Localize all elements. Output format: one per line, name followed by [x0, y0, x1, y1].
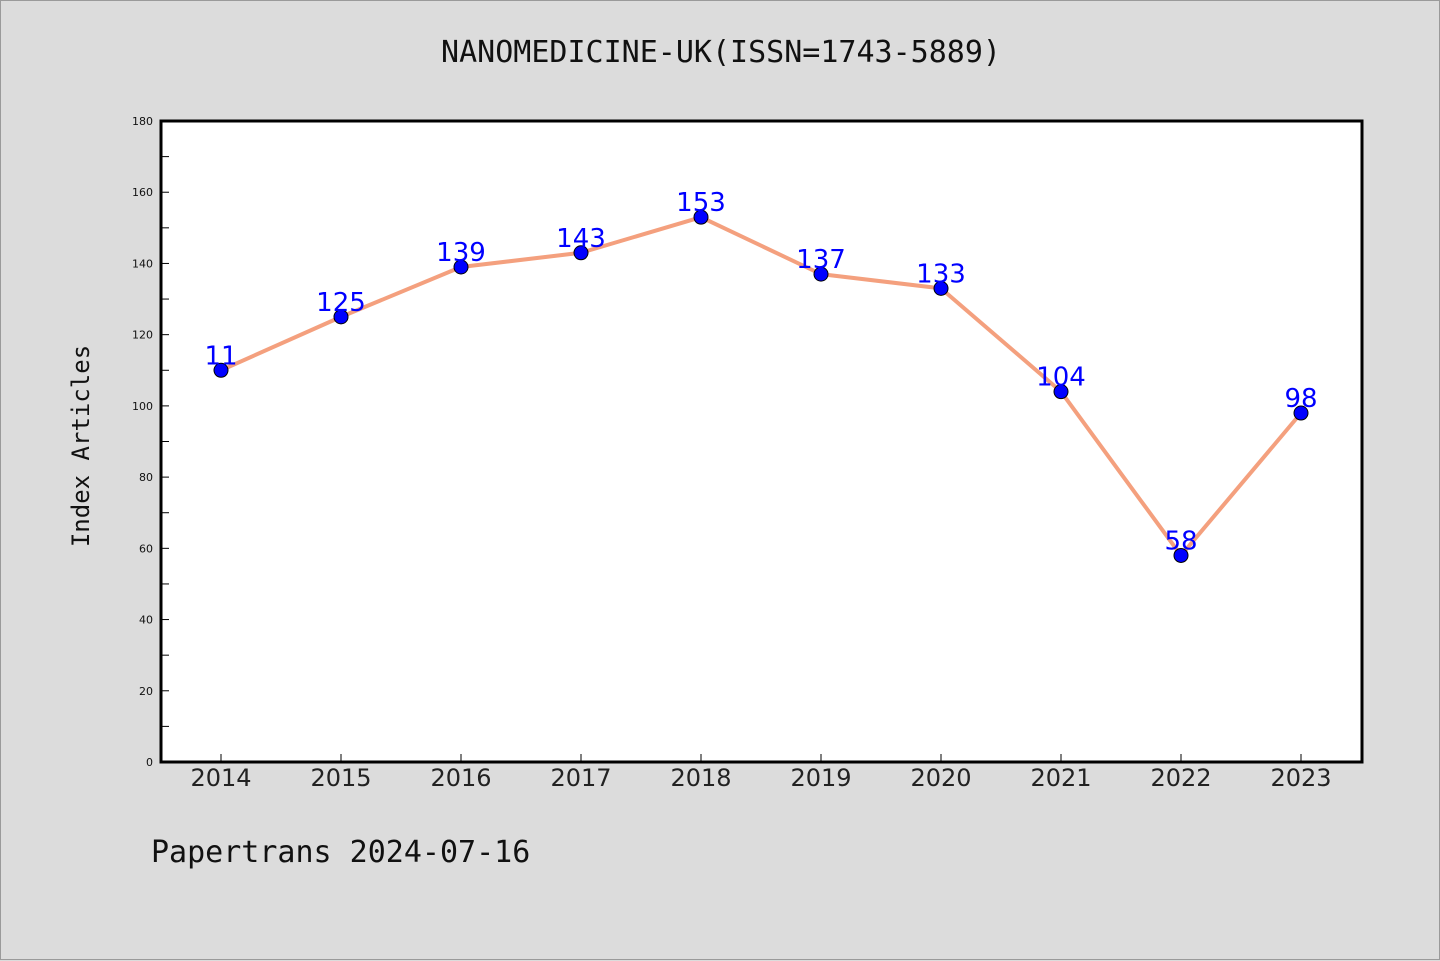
y-tick-label: 180: [132, 115, 153, 128]
x-tick-label: 2015: [310, 764, 371, 792]
x-tick-label: 2016: [430, 764, 491, 792]
y-tick-label: 80: [139, 471, 153, 484]
y-tick-label: 40: [139, 614, 153, 627]
x-tick-label: 2019: [790, 764, 851, 792]
y-tick-label: 100: [132, 400, 153, 413]
data-label: 125: [316, 288, 366, 318]
data-point: [453, 259, 469, 275]
data-point: [1173, 547, 1189, 563]
y-tick-label: 0: [146, 756, 153, 769]
data-point: [213, 362, 229, 378]
x-tick-label: 2022: [1150, 764, 1211, 792]
chart-title: NANOMEDICINE-UK(ISSN=1743-5889): [441, 35, 1001, 70]
data-label: 153: [676, 188, 726, 218]
x-tick-label: 2020: [910, 764, 971, 792]
y-tick-label: 120: [132, 329, 153, 342]
y-tick-label: 20: [139, 685, 153, 698]
x-tick-label: 2018: [670, 764, 731, 792]
data-label: 104: [1036, 363, 1086, 393]
data-point: [933, 280, 949, 296]
data-point: [1053, 384, 1069, 400]
data-point: [1293, 405, 1309, 421]
data-label: 98: [1284, 384, 1317, 414]
data-label: 58: [1164, 526, 1197, 556]
series-line: [220, 215, 1303, 558]
data-label: 11: [204, 341, 237, 371]
footer-note: Papertrans 2024-07-16: [151, 835, 531, 870]
x-tick-label: 2017: [550, 764, 611, 792]
x-tick-label: 2023: [1270, 764, 1331, 792]
y-tick-label: 160: [132, 186, 153, 199]
data-point: [333, 309, 349, 325]
plot-frame: [159, 119, 1364, 764]
y-tick-label: 60: [139, 542, 153, 555]
data-label: 143: [556, 224, 606, 254]
x-tick-label: 2014: [190, 764, 251, 792]
data-label: 139: [436, 238, 486, 268]
y-tick-label: 140: [132, 257, 153, 270]
data-point: [573, 245, 589, 261]
data-label: 133: [916, 259, 966, 289]
x-tick-label: 2021: [1030, 764, 1091, 792]
data-point: [693, 209, 709, 225]
data-point: [813, 266, 829, 282]
data-label: 137: [796, 245, 846, 275]
